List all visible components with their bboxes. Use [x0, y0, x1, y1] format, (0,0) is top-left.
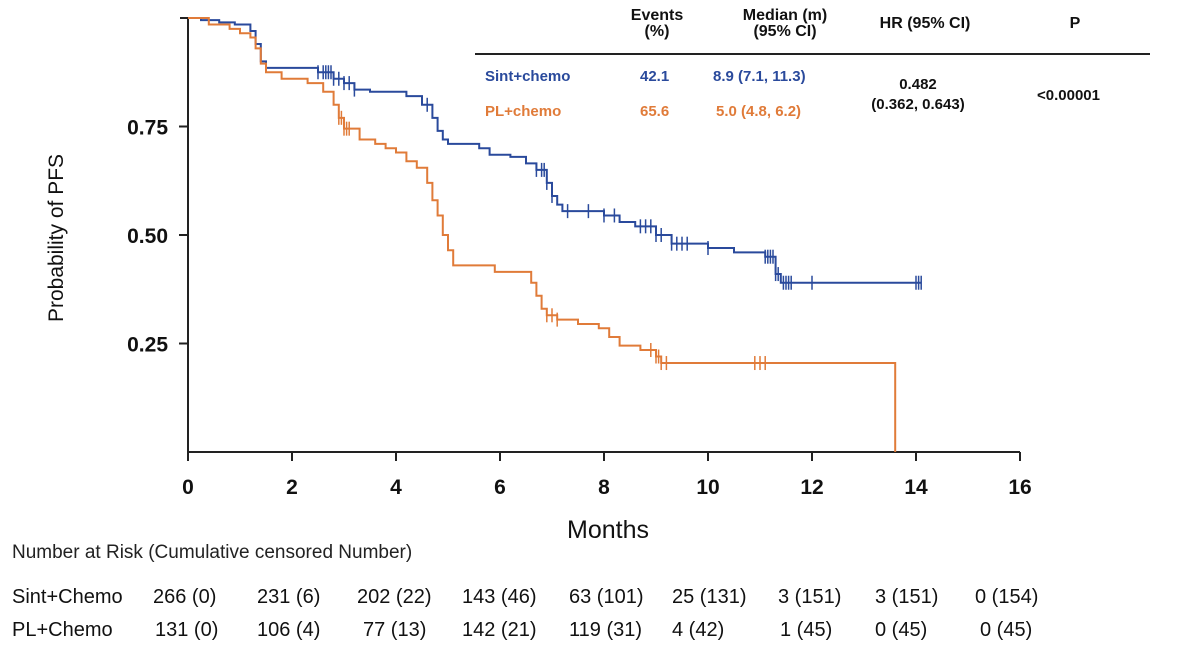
y-tick-label: 0.75: [127, 117, 168, 140]
risk-cell: 266 (0): [153, 586, 217, 608]
x-tick-label: 4: [390, 476, 402, 499]
row-sint-events: 42.1: [640, 68, 670, 85]
hr-value: 0.482: [899, 76, 937, 93]
header-p: P: [1069, 15, 1081, 32]
x-tick-label: 14: [904, 476, 928, 499]
p-value: <0.00001: [1037, 87, 1100, 104]
risk-cell: 119 (31): [569, 619, 643, 641]
header-events-line2: (%): [644, 23, 670, 40]
risk-cell: 4 (42): [672, 619, 725, 641]
header-median: Median (m) (95% CI): [715, 8, 855, 40]
x-tick-label: 10: [696, 476, 719, 499]
risk-cell: 77 (13): [363, 619, 427, 641]
row-sint-label: Sint+chemo: [485, 68, 571, 85]
x-tick-label: 6: [494, 476, 506, 499]
risk-cell: 142 (21): [462, 619, 537, 641]
header-hr: HR (95% CI): [879, 15, 971, 32]
header-median-line1: Median (m): [742, 7, 828, 24]
x-tick-label: 12: [800, 476, 823, 499]
x-tick-labels: 0 2 4 6 8 10 12 14 16: [182, 476, 1032, 499]
risk-table-title: Number at Risk (Cumulative censored Numb…: [12, 542, 413, 563]
x-tick-label: 16: [1008, 476, 1031, 499]
risk-cell: 0 (154): [975, 586, 1039, 608]
y-tick-label: 0.25: [127, 334, 168, 357]
risk-row-label: PL+Chemo: [12, 619, 113, 641]
risk-cell: 0 (45): [980, 619, 1033, 641]
risk-cell: 231 (6): [257, 586, 321, 608]
row-pl-events: 65.6: [640, 103, 670, 120]
x-axis-title: Months: [567, 516, 649, 544]
row-pl-median: 5.0 (4.8, 6.2): [716, 103, 802, 120]
header-median-line2: (95% CI): [753, 23, 817, 40]
risk-cell: 202 (22): [357, 586, 432, 608]
curve-sint-chemo: [188, 17, 922, 284]
risk-cell: 3 (151): [778, 586, 842, 608]
y-tick-label: 0.50: [127, 225, 168, 248]
table-rule: [475, 53, 1150, 55]
hr-ci: (0.362, 0.643): [871, 96, 965, 113]
risk-cell: 63 (101): [569, 586, 644, 608]
risk-cell: 106 (4): [257, 619, 321, 641]
risk-cell: 3 (151): [875, 586, 939, 608]
row-sint-median: 8.9 (7.1, 11.3): [713, 68, 806, 85]
survival-curves: [188, 17, 922, 452]
y-axis-title: Probability of PFS: [45, 154, 68, 322]
axes: [179, 17, 1021, 461]
x-tick-label: 8: [598, 476, 610, 499]
header-events: Events (%): [612, 8, 702, 40]
risk-cell: 0 (45): [875, 619, 928, 641]
header-events-line1: Events: [630, 7, 684, 24]
risk-cell: 143 (46): [462, 586, 537, 608]
risk-row-label: Sint+Chemo: [12, 586, 123, 608]
risk-cell: 25 (131): [672, 586, 747, 608]
curve-pl-chemo: [188, 17, 897, 452]
row-pl-label: PL+chemo: [485, 103, 562, 120]
x-tick-label: 0: [182, 476, 194, 499]
risk-cell: 131 (0): [155, 619, 219, 641]
risk-cell: 1 (45): [780, 619, 833, 641]
y-tick-labels: 0.75 0.50 0.25: [127, 117, 168, 357]
x-tick-label: 2: [286, 476, 298, 499]
